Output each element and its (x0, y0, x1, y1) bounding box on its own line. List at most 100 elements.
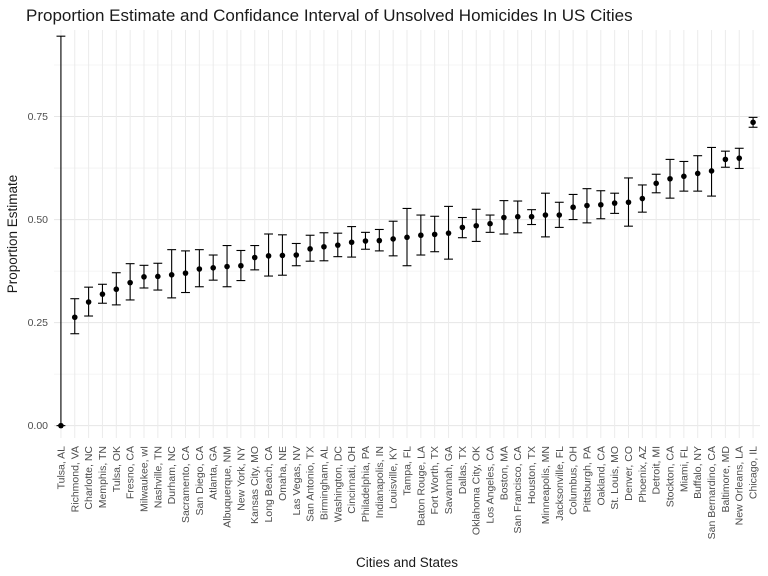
x-tick-label: Baton Rouge, LA (415, 446, 427, 526)
data-point (71, 314, 78, 321)
x-tick-label: Boston, MA (498, 446, 510, 500)
x-tick-label: San Francisco, CA (512, 446, 524, 534)
x-tick-label: Phoenix, AZ (637, 445, 649, 502)
x-tick-label: Louisville, KY (388, 446, 400, 509)
data-point (528, 213, 535, 220)
y-axis: 0.00 0.25 0.50 0.75 (28, 111, 49, 432)
y-tick-label: 0.75 (28, 111, 49, 123)
x-tick-label: Pittsburgh, PA (581, 446, 593, 512)
x-tick-label: Baltimore, MD (720, 446, 732, 513)
x-tick-label: Tulsa, AL (55, 446, 67, 490)
data-point (196, 266, 203, 272)
x-tick-label: Nashville, TN (152, 446, 164, 508)
x-tick-label: Milwaukee, wI (138, 446, 150, 512)
data-point (418, 232, 424, 239)
x-tick-label: Memphis, TN (97, 446, 109, 508)
data-point (667, 175, 673, 182)
data-point (238, 262, 244, 269)
data-point (750, 119, 756, 126)
x-tick-label: San Diego, CA (194, 446, 206, 515)
x-tick-label: Atlanta, GA (208, 446, 220, 500)
data-point (404, 234, 410, 241)
data-point (487, 220, 493, 227)
data-point (625, 199, 632, 206)
data-points (58, 119, 756, 429)
data-point (58, 422, 64, 429)
data-point (736, 155, 743, 161)
data-point (694, 170, 701, 177)
x-tick-label: Savannah, GA (443, 446, 455, 514)
x-tick-label: Jacksonville, FL (554, 446, 566, 521)
data-point (570, 204, 576, 211)
x-tick-label: Indianapolis, IN (374, 446, 386, 518)
x-tick-label: Sacramento, CA (180, 446, 192, 523)
data-point (459, 224, 466, 231)
y-axis-title: Proportion Estimate (5, 175, 20, 294)
x-tick-label: Long Beach, CA (263, 446, 275, 522)
x-tick-label: Dallas, TX (457, 446, 469, 494)
x-tick-label: Albuquerque, NM (222, 446, 234, 528)
data-point (431, 231, 438, 238)
data-point (168, 272, 175, 278)
data-point (390, 236, 396, 242)
data-point (362, 238, 369, 244)
x-tick-label: Richmond, VA (69, 446, 81, 512)
data-point (348, 239, 355, 246)
x-tick-label: Oakland, CA (595, 446, 607, 506)
x-tick-label: Tampa, FL (402, 446, 414, 496)
data-point (681, 173, 687, 180)
data-point (210, 264, 216, 271)
data-point (542, 212, 549, 218)
x-tick-label: Houston, TX (526, 446, 538, 504)
data-point (722, 156, 729, 163)
data-point (99, 291, 106, 297)
data-point (556, 212, 563, 218)
x-tick-label: Las Vegas, NV (291, 446, 303, 515)
x-tick-label: Miami, FL (678, 446, 690, 492)
x-tick-label: Minneapolis, MN (540, 446, 552, 524)
data-point (279, 252, 286, 259)
data-point (501, 214, 507, 221)
data-point (584, 202, 590, 209)
x-tick-label: Cincinnati, OH (346, 446, 358, 514)
data-point (182, 270, 189, 276)
x-tick-label: Washington, DC (332, 446, 344, 522)
x-tick-label: St. Louis, MO (609, 446, 621, 510)
chart-title: Proportion Estimate and Confidance Inter… (26, 6, 633, 25)
data-point (653, 180, 659, 187)
x-tick-label: New Orleans, LA (734, 446, 746, 525)
x-tick-label: Fresno, CA (125, 446, 137, 499)
data-point (445, 230, 452, 236)
data-point (639, 195, 646, 202)
x-tick-label: Stockton, CA (665, 446, 677, 507)
data-point (85, 299, 92, 305)
x-tick-label: Denver, CO (623, 446, 635, 501)
data-point (598, 201, 604, 208)
x-tick-label: Oklahoma City, OK (471, 446, 483, 535)
data-point (708, 168, 715, 174)
y-tick-label: 0.50 (28, 214, 49, 226)
x-axis-title: Cities and States (356, 555, 458, 570)
x-tick-label: Charlotte, NC (83, 446, 95, 510)
x-tick-label: Birmingham, AL (318, 446, 330, 520)
data-point (251, 254, 258, 261)
y-tick-label: 0.00 (28, 420, 49, 432)
data-point (265, 253, 272, 259)
data-point (334, 242, 341, 248)
data-point (611, 200, 618, 206)
x-axis: Tulsa, AL Richmond, VA Charlotte, NC Memphi… (55, 445, 759, 539)
x-tick-label: San Antonio, TX (305, 446, 317, 522)
data-point (307, 246, 313, 252)
data-point (293, 252, 300, 258)
x-tick-label: Detroit, MI (651, 446, 663, 494)
x-tick-label: Columbus, OH (568, 446, 580, 515)
x-tick-label: Buffalo, NY (692, 446, 704, 499)
data-point (127, 279, 133, 286)
x-tick-label: New York, NY (235, 446, 247, 511)
x-tick-label: Kansas City, MO (249, 446, 261, 524)
x-tick-label: Philadelphia, PA (360, 446, 372, 522)
x-tick-label: Fort Worth, TX (429, 446, 441, 514)
data-point (224, 263, 230, 270)
y-tick-label: 0.25 (28, 317, 49, 329)
